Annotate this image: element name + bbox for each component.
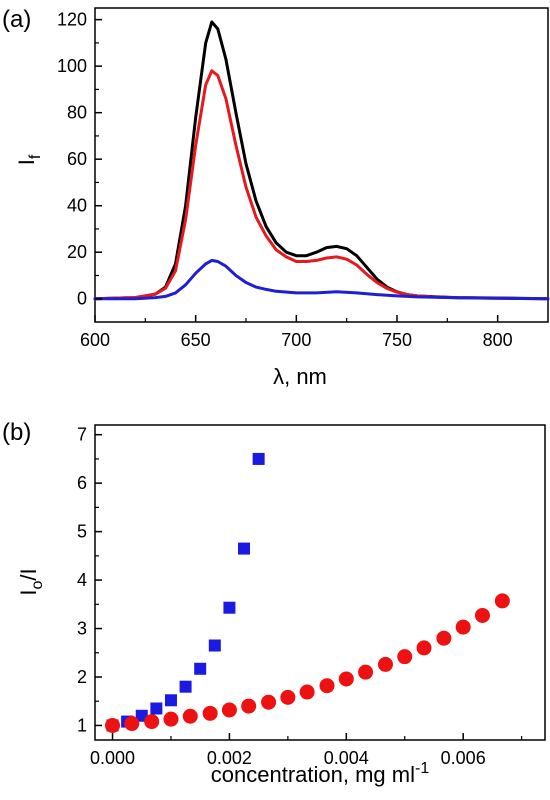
- y-tick-label: 3: [77, 619, 87, 639]
- panel-b-label: (b): [2, 419, 31, 446]
- panel-b-frame: [94, 424, 546, 741]
- square-point: [223, 601, 236, 614]
- y-tick-label: 4: [77, 570, 87, 590]
- square-point: [208, 639, 221, 652]
- circle-point: [436, 630, 452, 646]
- panel-b: (b) 0.000 0.002 0.004 0.006 1 2 3 4 5 6 7 concent…: [2, 419, 546, 787]
- y-tick-label: 80: [67, 103, 87, 123]
- spectrum-line-3: [93, 258, 550, 301]
- x-tick-label: 650: [181, 330, 211, 350]
- y-tick-label: 2: [77, 667, 87, 687]
- circle-point: [280, 689, 296, 705]
- circle-point: [397, 649, 413, 665]
- panel-a-x-ticks: 600 650 700 750 800: [80, 315, 513, 350]
- circle-point: [144, 714, 160, 730]
- panel-b-y-label-main: I: [16, 590, 41, 596]
- circle-point: [416, 640, 432, 656]
- x-tick-label: 0.006: [441, 748, 486, 768]
- square-point: [194, 662, 207, 675]
- square-point: [164, 694, 177, 707]
- square-point: [252, 452, 265, 465]
- x-tick-label: 600: [80, 330, 110, 350]
- x-tick-label: 700: [281, 330, 311, 350]
- panel-b-y-ticks: 1 2 3 4 5 6 7: [77, 425, 102, 735]
- x-tick-label: 750: [382, 330, 412, 350]
- panel-a-label: (a): [2, 6, 31, 33]
- panel-a: (a) 600 650 700 750 800 0 20 40 60 80 100 120 λ, n…: [2, 6, 550, 389]
- circle-point: [163, 711, 179, 727]
- y-tick-label: 20: [67, 242, 87, 262]
- spectrum-line-2: [93, 69, 550, 301]
- y-tick-label: 7: [77, 425, 87, 445]
- circle-point: [221, 702, 237, 718]
- x-tick-label: 0.004: [324, 748, 369, 768]
- panel-b-x-label-main: concentration, mg ml: [211, 762, 415, 787]
- x-tick-label: 0.002: [207, 748, 252, 768]
- y-tick-label: 5: [77, 522, 87, 542]
- panel-b-x-ticks: 0.000 0.002 0.004 0.006: [90, 733, 523, 768]
- circle-point: [338, 671, 354, 687]
- panel-a-series: [93, 20, 550, 301]
- circle-point: [202, 705, 218, 721]
- y-tick-label: 40: [67, 196, 87, 216]
- panel-b-x-label-sup: -1: [415, 760, 429, 777]
- panel-a-y-ticks: 0 20 40 60 80 100 120: [57, 10, 102, 309]
- circle-point: [182, 708, 198, 724]
- y-tick-label: 1: [77, 715, 87, 735]
- panel-a-y-axis-label: If: [14, 154, 44, 165]
- square-point: [238, 542, 251, 555]
- panel-b-series: [105, 452, 510, 733]
- circle-point: [105, 717, 121, 733]
- circle-point: [261, 694, 277, 710]
- circle-point: [377, 656, 393, 672]
- circle-point: [474, 607, 490, 623]
- spectrum-line-1: [93, 20, 550, 301]
- panel-b-y-label-sub: o: [29, 581, 46, 590]
- circle-point: [241, 698, 257, 714]
- y-tick-label: 120: [57, 10, 87, 30]
- x-tick-label: 800: [483, 330, 513, 350]
- y-tick-label: 100: [57, 56, 87, 76]
- panel-a-y-label-sub: f: [27, 154, 44, 159]
- circle-point: [124, 716, 140, 732]
- panel-a-frame: [94, 7, 549, 323]
- panel-b-y-label-tail: /I: [16, 568, 41, 580]
- panel-a-y-label-main: I: [14, 159, 39, 165]
- circle-point: [299, 684, 315, 700]
- panel-b-x-axis-label: concentration, mg ml-1: [211, 760, 430, 787]
- circle-point: [358, 664, 374, 680]
- y-tick-label: 60: [67, 149, 87, 169]
- circle-point: [319, 678, 335, 694]
- y-tick-label: 6: [77, 473, 87, 493]
- panel-b-y-axis-label: Io/I: [16, 568, 46, 595]
- square-point: [179, 680, 192, 693]
- square-point: [150, 702, 163, 715]
- y-tick-label: 0: [77, 289, 87, 309]
- circle-point: [494, 593, 510, 609]
- x-tick-label: 0.000: [90, 748, 135, 768]
- panel-a-x-axis-label: λ, nm: [273, 364, 327, 389]
- circle-point: [455, 619, 471, 635]
